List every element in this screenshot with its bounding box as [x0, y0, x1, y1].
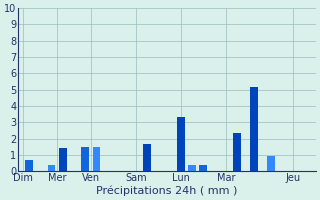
Bar	[177, 117, 185, 171]
Bar	[233, 133, 241, 171]
Bar	[188, 165, 196, 171]
Bar	[143, 144, 151, 171]
Bar	[25, 160, 33, 171]
Bar	[59, 148, 67, 171]
Bar	[250, 87, 258, 171]
X-axis label: Précipitations 24h ( mm ): Précipitations 24h ( mm )	[96, 185, 237, 196]
Bar	[48, 165, 55, 171]
Bar	[81, 147, 89, 171]
Bar	[267, 156, 275, 171]
Bar	[92, 147, 100, 171]
Bar	[199, 165, 207, 171]
